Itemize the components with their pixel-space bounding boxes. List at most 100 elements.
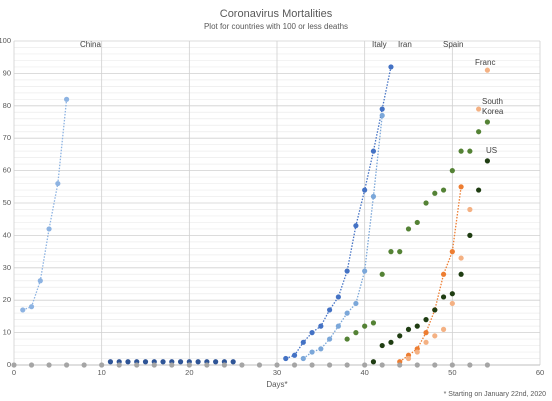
data-point	[458, 271, 464, 277]
data-point	[177, 359, 184, 365]
data-point	[388, 339, 394, 345]
footnote: * Starting on January 22nd, 2020	[444, 391, 546, 398]
data-point	[362, 268, 368, 274]
data-point	[353, 300, 359, 307]
data-point	[449, 362, 455, 368]
data-point	[449, 291, 455, 297]
data-point	[423, 200, 429, 206]
series-label: Iran	[398, 40, 412, 49]
data-point	[379, 112, 385, 119]
data-point	[204, 362, 210, 368]
data-point	[99, 362, 105, 368]
data-point	[283, 355, 289, 362]
data-point	[405, 355, 412, 362]
data-point	[28, 304, 35, 310]
data-point	[379, 362, 385, 368]
data-point	[318, 346, 324, 352]
data-point	[81, 362, 87, 368]
data-point	[362, 323, 368, 329]
data-point	[344, 362, 350, 368]
data-point	[414, 323, 420, 329]
data-point	[142, 359, 149, 365]
x-axis-label: Days*	[266, 380, 287, 389]
data-point	[116, 362, 122, 368]
data-point	[467, 148, 473, 154]
y-tick-label: 90	[3, 68, 11, 77]
data-point	[46, 226, 52, 232]
data-point	[309, 330, 315, 336]
data-point	[344, 268, 350, 274]
data-point	[379, 342, 385, 349]
data-point	[291, 352, 298, 358]
data-point	[318, 323, 324, 329]
data-point	[195, 359, 201, 365]
data-point	[256, 362, 263, 368]
data-point	[239, 362, 245, 368]
y-tick-label: 40	[3, 230, 11, 239]
data-point	[388, 64, 394, 70]
data-point	[46, 362, 52, 368]
data-point	[344, 310, 350, 316]
x-tick-label: 10	[97, 368, 105, 377]
series-label: Italy	[372, 40, 387, 49]
data-point	[20, 307, 26, 313]
data-point	[440, 326, 447, 332]
chart-subtitle: Plot for countries with 100 or less deat…	[204, 22, 348, 31]
data-point	[379, 106, 385, 112]
series-label: South Korea	[482, 97, 504, 116]
data-point	[484, 119, 490, 125]
data-point	[414, 219, 420, 226]
data-point	[379, 271, 385, 277]
data-point	[370, 359, 377, 365]
data-point	[353, 223, 359, 229]
data-point	[458, 148, 464, 154]
data-point	[405, 226, 412, 232]
data-point	[423, 330, 429, 336]
data-point	[397, 249, 403, 255]
data-point	[64, 96, 70, 102]
trend-line	[285, 66, 392, 360]
data-point	[467, 362, 473, 368]
data-point	[440, 271, 447, 277]
data-point	[432, 333, 438, 339]
x-tick-label: 20	[185, 368, 193, 377]
data-point	[125, 359, 131, 365]
data-point	[309, 349, 315, 355]
data-point	[423, 339, 429, 345]
data-point	[432, 362, 438, 368]
data-point	[160, 359, 166, 365]
data-point	[370, 320, 377, 326]
data-point	[291, 362, 298, 368]
y-tick-label: 0	[7, 360, 11, 369]
y-tick-label: 20	[3, 295, 11, 304]
x-tick-label: 40	[360, 368, 368, 377]
data-point	[213, 359, 219, 365]
data-point	[484, 362, 490, 368]
trend-line	[22, 99, 68, 311]
data-point	[458, 184, 464, 190]
x-tick-label: 0	[12, 368, 16, 377]
data-point	[467, 206, 473, 213]
data-point	[362, 187, 368, 193]
data-point	[309, 362, 315, 368]
data-point	[169, 362, 175, 368]
data-point	[432, 307, 438, 313]
data-point	[449, 168, 455, 174]
y-tick-label: 30	[3, 263, 11, 272]
data-point	[11, 362, 17, 368]
data-point	[370, 148, 377, 154]
data-point	[230, 359, 236, 365]
data-point	[327, 362, 333, 368]
data-point	[186, 362, 192, 368]
series-label: US	[486, 146, 498, 155]
data-point	[274, 362, 280, 368]
data-point	[484, 67, 490, 73]
data-point	[397, 333, 403, 339]
data-point	[414, 362, 420, 368]
y-tick-label: 70	[3, 133, 11, 142]
data-point	[353, 330, 359, 336]
y-tick-label: 100	[0, 36, 11, 45]
data-point	[134, 362, 140, 368]
data-point	[37, 278, 43, 284]
